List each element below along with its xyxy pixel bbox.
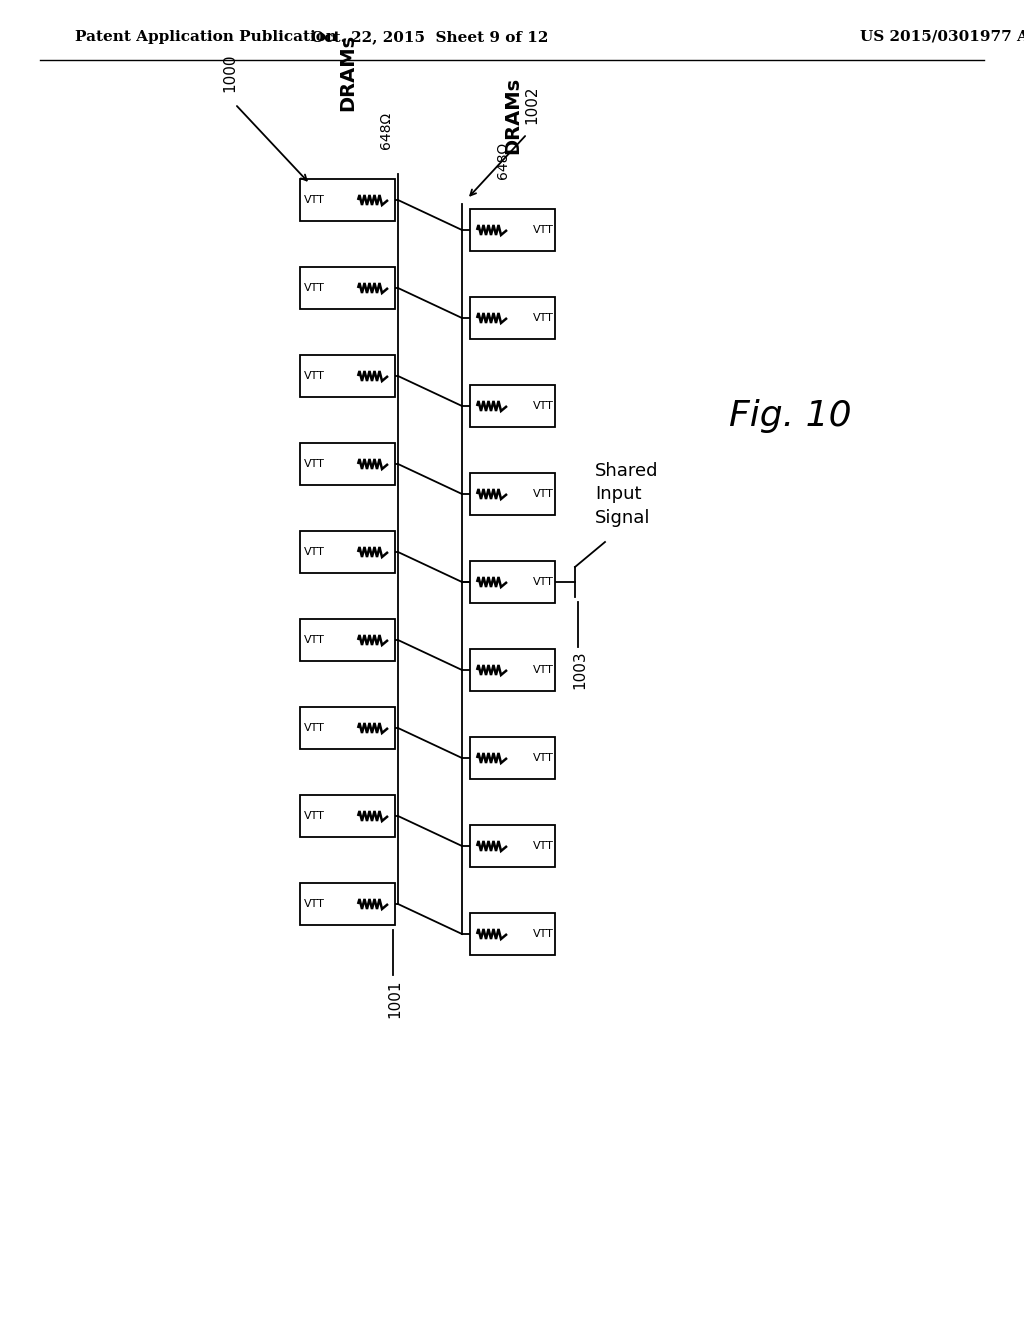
Bar	[300, 795, 395, 837]
Text: 648Ω: 648Ω	[379, 112, 393, 149]
Text: VTT: VTT	[532, 401, 553, 411]
Text: VTT: VTT	[303, 810, 325, 821]
Bar	[470, 209, 555, 251]
Text: 1000: 1000	[222, 54, 238, 92]
Text: VTT: VTT	[303, 371, 325, 381]
Text: US 2015/0301977 A1: US 2015/0301977 A1	[860, 30, 1024, 44]
Text: VTT: VTT	[303, 723, 325, 733]
Text: VTT: VTT	[303, 459, 325, 469]
Bar	[470, 297, 555, 339]
Text: VTT: VTT	[532, 752, 553, 763]
Text: VTT: VTT	[532, 488, 553, 499]
Text: VTT: VTT	[303, 282, 325, 293]
Text: VTT: VTT	[532, 841, 553, 851]
Text: Patent Application Publication: Patent Application Publication	[75, 30, 337, 44]
Bar	[300, 355, 395, 397]
Text: VTT: VTT	[532, 224, 553, 235]
Text: VTT: VTT	[532, 313, 553, 323]
Bar	[470, 561, 555, 603]
Bar	[300, 883, 395, 925]
Bar	[300, 531, 395, 573]
Bar	[300, 619, 395, 661]
Bar	[300, 180, 395, 220]
Bar	[300, 267, 395, 309]
Text: VTT: VTT	[303, 899, 325, 909]
Text: VTT: VTT	[532, 577, 553, 587]
Bar	[300, 708, 395, 748]
Bar	[470, 385, 555, 426]
Bar	[470, 649, 555, 690]
Text: VTT: VTT	[303, 546, 325, 557]
Text: DRAMs: DRAMs	[338, 34, 357, 111]
Text: Fig. 10: Fig. 10	[729, 399, 851, 433]
Bar	[470, 913, 555, 954]
Text: VTT: VTT	[532, 929, 553, 939]
Text: 1001: 1001	[387, 979, 402, 1019]
Text: Shared
Input
Signal: Shared Input Signal	[595, 462, 658, 527]
Text: 1003: 1003	[572, 649, 588, 689]
Bar	[470, 825, 555, 867]
Bar	[470, 473, 555, 515]
Text: 1002: 1002	[524, 86, 540, 124]
Text: VTT: VTT	[532, 665, 553, 675]
Text: VTT: VTT	[303, 635, 325, 645]
Text: 648Ω: 648Ω	[496, 141, 510, 180]
Text: DRAMs: DRAMs	[503, 77, 522, 154]
Bar	[300, 444, 395, 484]
Bar	[470, 737, 555, 779]
Text: VTT: VTT	[303, 195, 325, 205]
Text: Oct. 22, 2015  Sheet 9 of 12: Oct. 22, 2015 Sheet 9 of 12	[311, 30, 549, 44]
